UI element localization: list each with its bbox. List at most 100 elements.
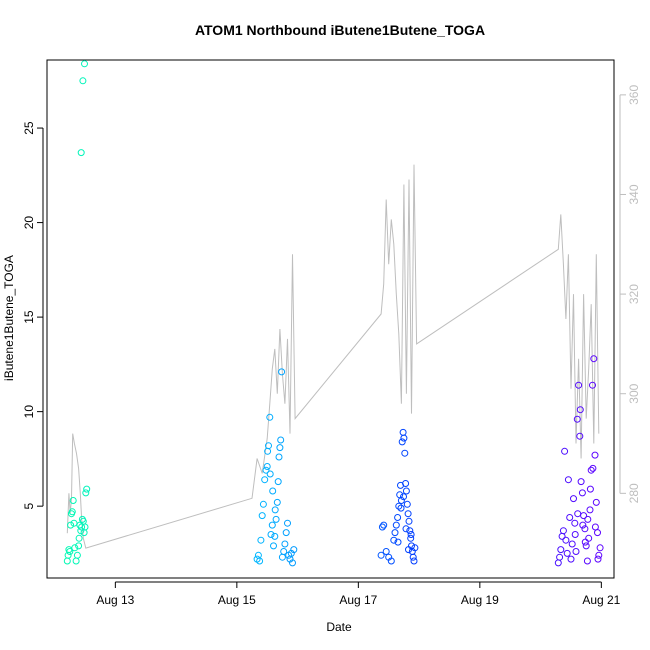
data-point bbox=[263, 463, 271, 470]
data-point bbox=[556, 553, 564, 561]
data-point bbox=[402, 525, 410, 533]
data-point bbox=[275, 453, 283, 461]
data-point bbox=[82, 489, 90, 497]
y2-tick-label: 340 bbox=[627, 184, 641, 204]
x-axis: Aug 13 Aug 15 Aug 17 Aug 19 Aug 21 bbox=[96, 581, 621, 607]
scatter-points bbox=[63, 60, 604, 567]
data-point bbox=[81, 60, 88, 68]
data-point bbox=[582, 542, 590, 550]
y-axis-right: 280 300 320 340 360 bbox=[619, 85, 641, 503]
data-point bbox=[559, 527, 567, 535]
data-point bbox=[554, 559, 562, 567]
data-point bbox=[271, 506, 279, 514]
data-point bbox=[380, 521, 388, 529]
data-point bbox=[589, 464, 597, 472]
data-point bbox=[262, 466, 270, 474]
data-point bbox=[575, 381, 583, 389]
data-point bbox=[377, 551, 385, 559]
data-point bbox=[406, 527, 414, 535]
data-point bbox=[67, 521, 75, 529]
data-point bbox=[400, 493, 407, 501]
data-point bbox=[259, 500, 267, 508]
data-point bbox=[566, 514, 574, 521]
y-axis-left: 5 10 15 20 25 bbox=[22, 121, 44, 510]
data-point bbox=[587, 466, 595, 474]
data-point bbox=[273, 498, 281, 506]
data-point bbox=[585, 534, 593, 542]
data-point bbox=[276, 444, 284, 452]
data-point bbox=[402, 480, 410, 487]
data-point bbox=[407, 534, 415, 542]
x-tick-label: Aug 21 bbox=[582, 593, 620, 607]
data-point bbox=[402, 487, 410, 495]
x-tick-label: Aug 17 bbox=[339, 593, 377, 607]
data-point bbox=[570, 495, 577, 503]
data-point bbox=[63, 557, 71, 565]
data-point bbox=[68, 508, 76, 516]
data-point bbox=[576, 406, 584, 414]
data-point bbox=[254, 551, 262, 559]
data-point bbox=[596, 544, 604, 552]
data-point bbox=[264, 447, 272, 455]
data-point bbox=[391, 529, 399, 537]
secondary-line-layer bbox=[66, 164, 600, 549]
y-tick-label: 15 bbox=[22, 310, 36, 324]
data-point bbox=[571, 519, 579, 527]
chart-title: ATOM1 Northbound iButene1Butene_TOGA bbox=[195, 22, 485, 38]
data-point bbox=[397, 497, 405, 504]
y-tick-label: 10 bbox=[22, 405, 36, 419]
y-tick-label: 25 bbox=[22, 121, 36, 135]
data-point bbox=[564, 476, 572, 484]
data-point bbox=[77, 149, 85, 157]
data-point bbox=[83, 485, 91, 493]
data-point bbox=[583, 557, 591, 565]
data-point bbox=[411, 544, 419, 552]
data-point bbox=[280, 548, 288, 555]
data-point bbox=[66, 548, 74, 555]
data-point bbox=[572, 548, 580, 555]
data-point bbox=[399, 428, 407, 436]
data-point bbox=[584, 515, 592, 523]
data-point bbox=[577, 478, 585, 486]
data-point bbox=[405, 546, 412, 554]
data-point bbox=[64, 551, 72, 559]
data-point bbox=[394, 514, 402, 521]
data-point bbox=[390, 536, 398, 544]
data-point bbox=[73, 551, 81, 559]
data-point bbox=[404, 510, 412, 518]
data-point bbox=[400, 434, 408, 442]
data-point bbox=[401, 449, 409, 457]
data-point bbox=[72, 557, 80, 565]
data-point bbox=[562, 536, 570, 544]
data-point bbox=[394, 538, 402, 546]
data-point bbox=[270, 542, 277, 550]
x-axis-label: Date bbox=[326, 620, 352, 634]
data-point bbox=[594, 555, 602, 563]
data-point bbox=[405, 517, 413, 525]
y2-tick-label: 280 bbox=[627, 483, 641, 503]
x-tick-label: Aug 13 bbox=[96, 593, 134, 607]
data-point bbox=[409, 553, 417, 561]
data-point bbox=[257, 536, 265, 544]
y-axis-label: iButene1Butene_TOGA bbox=[2, 255, 16, 381]
data-point bbox=[269, 487, 277, 495]
data-point bbox=[289, 559, 296, 567]
data-point bbox=[576, 432, 584, 440]
data-point bbox=[266, 470, 274, 478]
x-tick-label: Aug 15 bbox=[218, 593, 256, 607]
data-point bbox=[382, 548, 390, 555]
data-point bbox=[591, 523, 599, 531]
y-tick-label: 5 bbox=[22, 503, 36, 510]
data-point bbox=[271, 532, 279, 540]
secondary-series-line bbox=[66, 164, 600, 549]
data-point bbox=[558, 532, 566, 540]
x-tick-label: Aug 19 bbox=[461, 593, 499, 607]
data-point bbox=[75, 542, 83, 550]
data-point bbox=[561, 447, 569, 455]
data-point bbox=[79, 77, 87, 85]
data-point bbox=[574, 510, 582, 518]
data-point bbox=[256, 557, 264, 565]
data-point bbox=[277, 436, 285, 444]
data-point bbox=[392, 521, 400, 529]
